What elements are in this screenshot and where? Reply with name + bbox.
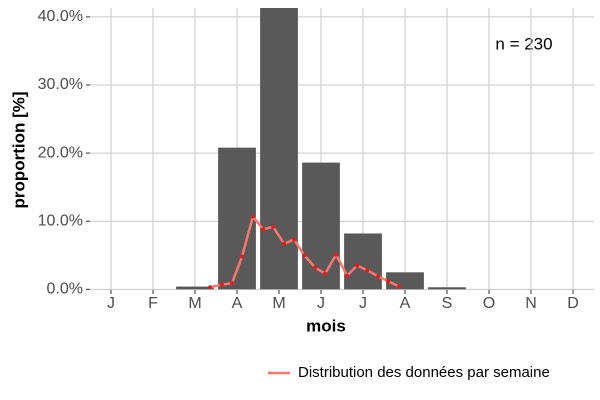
line-point [302, 253, 307, 258]
y-tick-label: 0.0% [47, 281, 83, 298]
line-point [292, 237, 297, 242]
line-point [229, 281, 234, 286]
y-tick-label: 20.0% [38, 144, 83, 161]
x-tick-label: O [483, 295, 495, 312]
bar [344, 233, 382, 290]
x-tick-label: S [442, 295, 453, 312]
y-tick-label: 40.0% [38, 8, 83, 25]
x-tick-label: J [317, 295, 325, 312]
line-point [345, 273, 350, 278]
x-tick-label: A [232, 295, 243, 312]
line-point [282, 241, 287, 246]
x-axis-label: mois [306, 316, 346, 335]
line-point [261, 227, 266, 232]
line-point [397, 284, 402, 289]
line-point [334, 252, 339, 257]
bar [260, 8, 298, 290]
y-tick-label: 10.0% [38, 212, 83, 229]
line-point [219, 282, 224, 287]
x-tick-label: J [107, 295, 115, 312]
line-point [365, 268, 370, 273]
line-point [271, 224, 276, 229]
y-tick-label: 30.0% [38, 76, 83, 93]
x-tick-label: D [567, 295, 579, 312]
x-tick-label: N [525, 295, 537, 312]
x-tick-label: F [148, 295, 158, 312]
x-tick-label: M [272, 295, 285, 312]
line-point [250, 214, 255, 219]
bar [386, 272, 424, 290]
y-axis-label: proportion [%] [9, 91, 28, 208]
x-tick-label: M [188, 295, 201, 312]
line-point [323, 271, 328, 276]
legend-label: Distribution des données par semaine [298, 364, 550, 381]
line-point [208, 285, 213, 290]
line-point [313, 265, 318, 270]
x-tick-label: J [359, 295, 367, 312]
x-tick-label: A [400, 295, 411, 312]
annotation: n = 230 [495, 34, 552, 53]
bar [428, 287, 466, 290]
bar [176, 286, 214, 290]
line-point [386, 279, 391, 284]
bar [218, 147, 256, 290]
line-point [355, 263, 360, 268]
line-point [240, 254, 245, 259]
bar [302, 162, 340, 290]
line-point [376, 274, 381, 279]
